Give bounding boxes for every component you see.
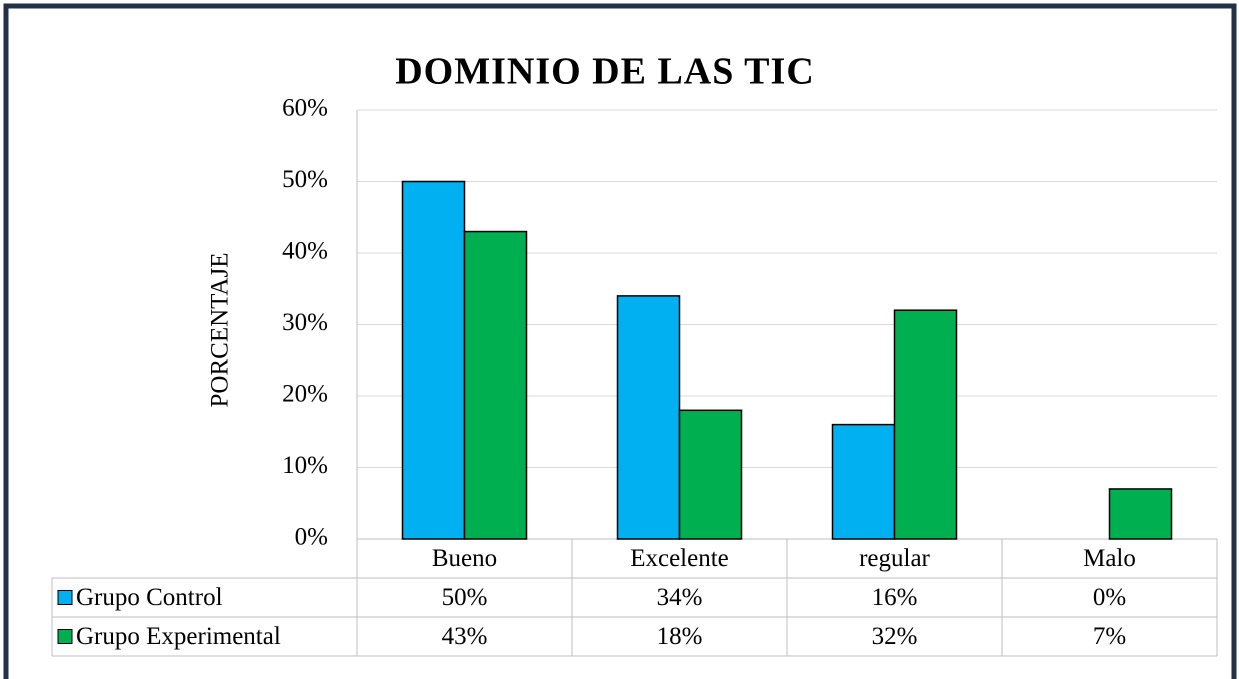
bar — [616, 295, 681, 540]
legend-label: Grupo Control — [76, 584, 223, 611]
x-tick-label: Malo — [1083, 545, 1136, 572]
bar — [1108, 488, 1173, 540]
table-value: 32% — [872, 623, 918, 650]
y-tick-label: 40% — [282, 238, 328, 265]
bar — [831, 423, 896, 540]
legend-swatch — [57, 590, 73, 605]
table-value: 50% — [442, 584, 488, 611]
table-value: 7% — [1093, 623, 1126, 650]
x-tick-label: Bueno — [432, 545, 497, 572]
bar — [463, 230, 528, 540]
table-value: 16% — [872, 584, 918, 611]
legend-swatch — [57, 629, 73, 644]
table-value: 0% — [1093, 584, 1126, 611]
frame — [3, 3, 1237, 679]
chart-title: DOMINIO DE LAS TIC — [395, 51, 815, 93]
legend-label: Grupo Experimental — [76, 623, 281, 650]
y-axis-title: PORCENTAJE — [207, 253, 234, 408]
bar — [401, 180, 466, 540]
x-tick-label: regular — [859, 545, 930, 572]
table-value: 18% — [657, 623, 703, 650]
y-tick-label: 30% — [282, 309, 328, 336]
bar — [678, 409, 743, 540]
table-value: 34% — [657, 584, 703, 611]
y-tick-label: 60% — [282, 95, 328, 122]
y-tick-label: 20% — [282, 381, 328, 408]
bar — [893, 309, 958, 540]
y-tick-label: 0% — [295, 524, 328, 551]
x-tick-label: Excelente — [630, 545, 729, 572]
y-tick-label: 10% — [282, 452, 328, 479]
table-value: 43% — [442, 623, 488, 650]
y-tick-label: 50% — [282, 166, 328, 193]
